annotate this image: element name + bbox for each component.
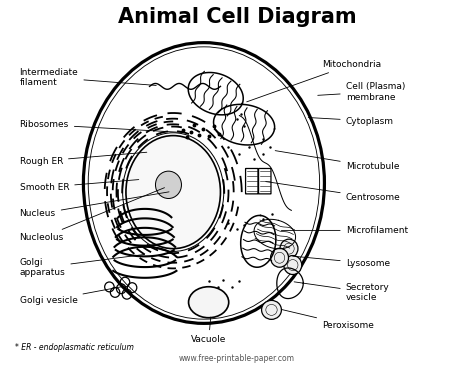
Text: Microfilament: Microfilament xyxy=(282,226,408,235)
Ellipse shape xyxy=(189,287,229,318)
Text: Lysosome: Lysosome xyxy=(293,256,390,268)
Text: Peroxisome: Peroxisome xyxy=(281,309,374,330)
Text: Cell (Plasma)
membrane: Cell (Plasma) membrane xyxy=(318,82,405,101)
Text: Nucleolus: Nucleolus xyxy=(19,188,164,242)
Text: * ER - endoplasmatic reticulum: * ER - endoplasmatic reticulum xyxy=(15,343,134,352)
Ellipse shape xyxy=(155,171,182,198)
Text: Golgi vesicle: Golgi vesicle xyxy=(19,287,122,305)
Ellipse shape xyxy=(262,300,282,320)
Ellipse shape xyxy=(126,135,220,249)
Text: Animal Cell Diagram: Animal Cell Diagram xyxy=(118,7,356,27)
Text: Rough ER: Rough ER xyxy=(19,152,147,166)
Ellipse shape xyxy=(271,248,289,267)
Text: www.free-printable-paper.com: www.free-printable-paper.com xyxy=(179,354,295,362)
Text: Ribosomes: Ribosomes xyxy=(19,120,184,132)
Text: Smooth ER: Smooth ER xyxy=(19,180,139,192)
Text: Centrosome: Centrosome xyxy=(266,182,401,202)
Text: Secretory
vesicle: Secretory vesicle xyxy=(294,282,390,302)
Text: Nucleus: Nucleus xyxy=(19,192,169,219)
Text: Vacuole: Vacuole xyxy=(191,317,226,344)
Text: Golgi
apparatus: Golgi apparatus xyxy=(19,254,145,277)
Text: Cytoplasm: Cytoplasm xyxy=(308,116,394,126)
Ellipse shape xyxy=(284,255,302,274)
Text: Microtubule: Microtubule xyxy=(275,151,399,171)
Text: Intermediate
filament: Intermediate filament xyxy=(19,68,156,87)
Text: Mitochondria: Mitochondria xyxy=(246,60,381,102)
Ellipse shape xyxy=(280,239,298,258)
